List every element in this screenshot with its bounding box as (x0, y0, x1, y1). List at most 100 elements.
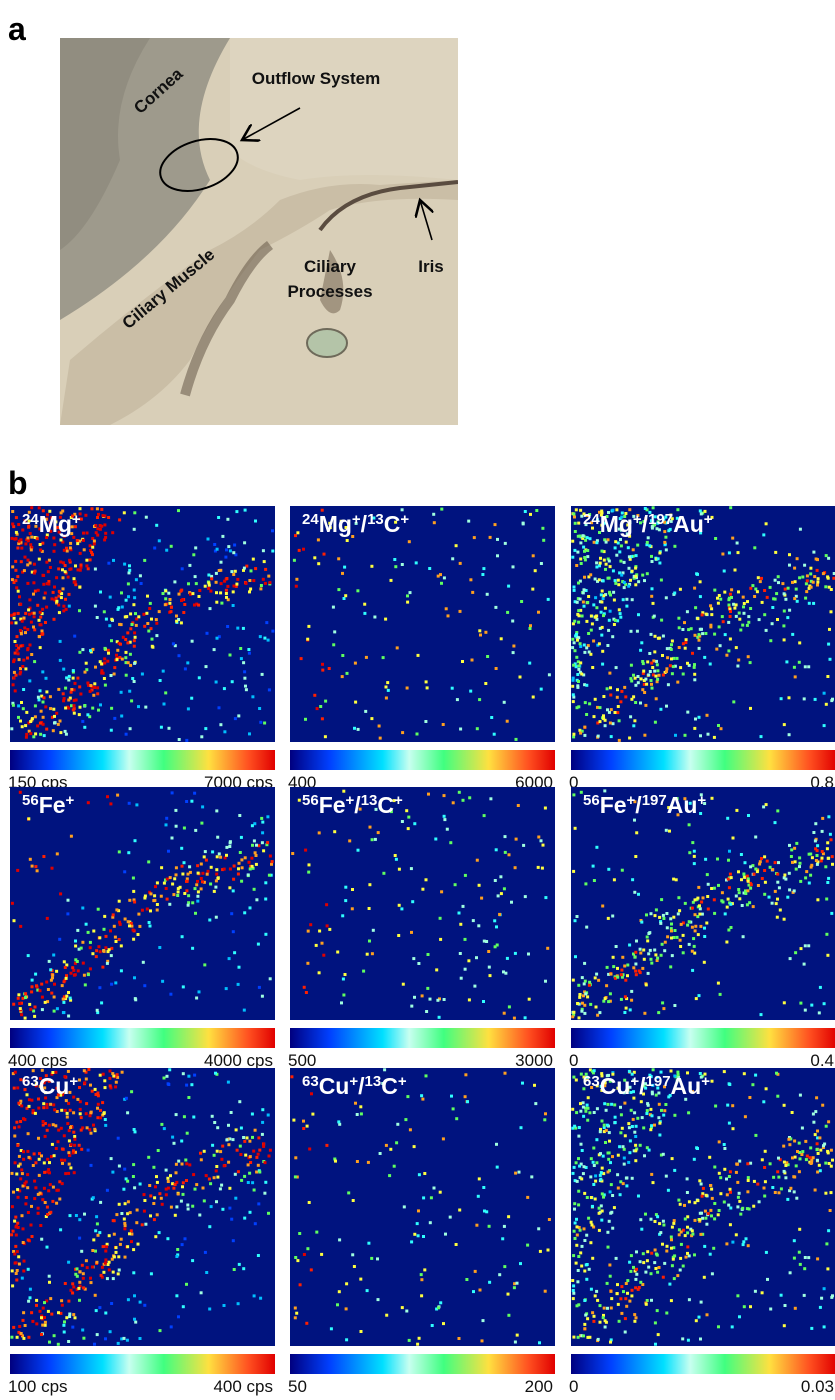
pixel (743, 602, 746, 605)
pixel (658, 916, 661, 919)
pixel (572, 664, 575, 667)
pixel (665, 829, 668, 832)
pixel (686, 662, 689, 665)
map-background (290, 787, 555, 1020)
pixel (72, 1286, 75, 1289)
pixel (61, 1148, 64, 1151)
pixel (616, 1283, 619, 1286)
pixel (798, 865, 801, 868)
pixel (224, 556, 227, 559)
pixel (679, 1257, 682, 1260)
pixel (69, 1214, 72, 1217)
pixel (42, 1120, 45, 1123)
pixel (27, 1268, 30, 1271)
pixel (512, 645, 515, 648)
pixel (602, 1155, 605, 1158)
pixel (742, 873, 745, 876)
pixel (372, 929, 375, 932)
pixel (645, 1112, 648, 1115)
pixel (356, 1160, 359, 1163)
pixel (168, 903, 171, 906)
pixel (670, 643, 673, 646)
pixel (344, 886, 347, 889)
pixel (795, 842, 798, 845)
pixel (642, 1126, 645, 1129)
pixel (574, 919, 577, 922)
pixel (723, 1147, 726, 1150)
pixel (22, 1319, 25, 1322)
pixel (91, 546, 94, 549)
pixel (665, 1250, 668, 1253)
pixel (784, 598, 787, 601)
pixel (168, 1068, 171, 1071)
pixel (729, 506, 732, 509)
pixel (827, 857, 830, 860)
pixel (192, 1173, 195, 1176)
pixel (761, 601, 764, 604)
pixel (762, 805, 765, 808)
pixel (264, 933, 267, 936)
pixel (639, 1260, 642, 1263)
pixel (788, 564, 791, 567)
pixel (614, 540, 617, 543)
pixel (608, 1220, 611, 1223)
pixel (26, 1150, 29, 1153)
pixel (827, 877, 830, 880)
pixel (571, 685, 574, 688)
pixel (258, 1171, 261, 1174)
pixel (783, 592, 786, 595)
pixel (610, 1297, 613, 1300)
pixel (633, 719, 636, 722)
pixel (83, 704, 86, 707)
pixel (221, 1145, 224, 1148)
pixel (823, 1325, 826, 1328)
pixel (735, 603, 738, 606)
pixel (264, 898, 267, 901)
pixel (823, 1002, 826, 1005)
pixel (99, 703, 102, 706)
pixel (658, 637, 661, 640)
pixel (633, 1111, 636, 1114)
pixel (495, 667, 498, 670)
pixel (236, 1149, 239, 1152)
pixel (147, 630, 150, 633)
pixel (783, 723, 786, 726)
pixel (96, 1222, 99, 1225)
pixel (735, 646, 738, 649)
pixel (53, 1108, 56, 1111)
pixel (348, 839, 351, 842)
pixel (255, 854, 258, 857)
pixel (93, 1128, 96, 1131)
pixel (18, 1002, 21, 1005)
pixel (251, 824, 254, 827)
pixel (819, 1169, 822, 1172)
pixel (610, 1307, 613, 1310)
pixel (601, 550, 604, 553)
pixel (789, 1271, 792, 1274)
pixel (439, 917, 442, 920)
pixel (42, 1106, 45, 1109)
pixel (354, 701, 357, 704)
pixel (634, 1159, 637, 1162)
pixel (302, 548, 305, 551)
pixel (44, 1321, 47, 1324)
pixel (39, 1224, 42, 1227)
pixel (693, 663, 696, 666)
pixel (670, 1247, 673, 1250)
pixel (163, 1127, 166, 1130)
pixel (112, 913, 115, 916)
pixel (117, 1272, 120, 1275)
pixel (788, 553, 791, 556)
pixel (55, 712, 58, 715)
pixel (313, 694, 316, 697)
pixel (663, 1109, 666, 1112)
pixel (651, 587, 654, 590)
pixel (100, 662, 103, 665)
pixel (571, 1015, 574, 1018)
pixel (31, 865, 34, 868)
pixel (34, 715, 37, 718)
pixel (123, 1168, 126, 1171)
pixel (729, 593, 732, 596)
pixel (184, 1237, 187, 1240)
pixel (325, 903, 328, 906)
